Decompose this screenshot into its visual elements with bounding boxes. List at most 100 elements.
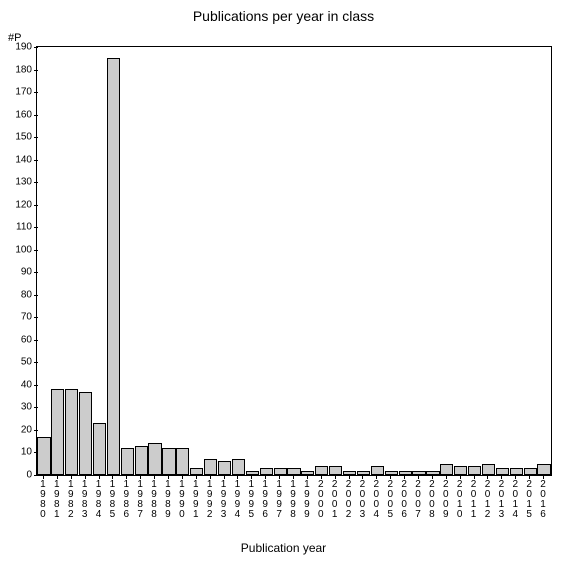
- bar: [454, 466, 467, 475]
- y-tick-label: 60: [0, 334, 32, 345]
- chart-container: Publications per year in class #P 010203…: [0, 0, 567, 567]
- bar: [315, 466, 328, 475]
- y-tick-label: 30: [0, 402, 32, 413]
- bar: [260, 468, 273, 475]
- x-tick-label: 1993: [217, 480, 231, 520]
- x-tick-label: 1998: [286, 480, 300, 520]
- x-tick-label: 1988: [147, 480, 161, 520]
- bar: [440, 464, 453, 475]
- bar: [107, 58, 120, 475]
- bar: [51, 389, 64, 475]
- x-tick-label: 1981: [50, 480, 64, 520]
- x-tick-label: 2012: [481, 480, 495, 520]
- x-tick-label: 2000: [314, 480, 328, 520]
- bar: [385, 471, 398, 476]
- bar: [232, 459, 245, 475]
- bar: [287, 468, 300, 475]
- x-tick-label: 1996: [258, 480, 272, 520]
- x-tick-label: 1995: [244, 480, 258, 520]
- x-tick-label: 2007: [411, 480, 425, 520]
- bar: [468, 466, 481, 475]
- x-tick-label: 2016: [536, 480, 550, 520]
- bar: [496, 468, 509, 475]
- x-tick-label: 2011: [467, 480, 481, 520]
- y-tick-label: 0: [0, 470, 32, 481]
- x-tick-label: 2008: [425, 480, 439, 520]
- bar: [37, 437, 50, 475]
- bar: [343, 471, 356, 476]
- x-tick-label: 2014: [508, 480, 522, 520]
- x-tick-label: 1991: [189, 480, 203, 520]
- bar: [162, 448, 175, 475]
- y-tick-label: 10: [0, 447, 32, 458]
- bar: [537, 464, 550, 475]
- y-tick-label: 90: [0, 267, 32, 278]
- y-tick-label: 20: [0, 424, 32, 435]
- x-tick-label: 1982: [64, 480, 78, 520]
- x-tick-label: 2015: [522, 480, 536, 520]
- x-tick-label: 2010: [453, 480, 467, 520]
- x-tick-label: 1986: [119, 480, 133, 520]
- x-tick-label: 1992: [203, 480, 217, 520]
- y-tick-label: 70: [0, 312, 32, 323]
- bar: [524, 468, 537, 475]
- x-tick-label: 1990: [175, 480, 189, 520]
- x-tick-label: 1980: [36, 480, 50, 520]
- bar: [274, 468, 287, 475]
- x-tick-label: 1984: [92, 480, 106, 520]
- bar: [482, 464, 495, 475]
- y-tick-label: 160: [0, 109, 32, 120]
- x-tick-label: 2009: [439, 480, 453, 520]
- y-tick-label: 80: [0, 289, 32, 300]
- x-tick-label: 2001: [328, 480, 342, 520]
- bars-group: [37, 47, 551, 475]
- y-tick-label: 140: [0, 154, 32, 165]
- x-tick-label: 1997: [272, 480, 286, 520]
- x-tick-label: 1985: [105, 480, 119, 520]
- bar: [135, 446, 148, 475]
- y-tick-label: 120: [0, 199, 32, 210]
- bar: [426, 471, 439, 476]
- y-tick-label: 50: [0, 357, 32, 368]
- bar: [371, 466, 384, 475]
- x-axis-labels: 1980198119821983198419851986198719881989…: [36, 478, 552, 528]
- plot-area: [36, 46, 552, 476]
- y-tick-label: 130: [0, 177, 32, 188]
- bar: [65, 389, 78, 475]
- y-tick-label: 100: [0, 244, 32, 255]
- bar: [399, 471, 412, 476]
- bar: [190, 468, 203, 475]
- y-tick-label: 110: [0, 222, 32, 233]
- x-tick-label: 1999: [300, 480, 314, 520]
- bar: [93, 423, 106, 475]
- y-tick-label: 180: [0, 64, 32, 75]
- x-tick-label: 2006: [397, 480, 411, 520]
- y-tick-label: 170: [0, 87, 32, 98]
- chart-title: Publications per year in class: [0, 8, 567, 24]
- y-axis-labels: 0102030405060708090100110120130140150160…: [0, 46, 34, 476]
- x-tick-label: 1994: [230, 480, 244, 520]
- bar: [204, 459, 217, 475]
- x-tick-label: 2004: [369, 480, 383, 520]
- x-tick-label: 1989: [161, 480, 175, 520]
- bar: [246, 471, 259, 476]
- y-tick-label: 190: [0, 42, 32, 53]
- x-tick-label: 2003: [356, 480, 370, 520]
- bar: [329, 466, 342, 475]
- x-tick-label: 2005: [383, 480, 397, 520]
- x-tick-label: 1983: [78, 480, 92, 520]
- bar: [79, 392, 92, 475]
- bar: [176, 448, 189, 475]
- bar: [121, 448, 134, 475]
- x-tick-label: 2013: [494, 480, 508, 520]
- y-tick-label: 40: [0, 379, 32, 390]
- bar: [510, 468, 523, 475]
- x-tick-label: 2002: [342, 480, 356, 520]
- bar: [218, 461, 231, 475]
- bar: [148, 443, 161, 475]
- y-tick-label: 150: [0, 132, 32, 143]
- bar: [412, 471, 425, 476]
- x-tick-label: 1987: [133, 480, 147, 520]
- bar: [357, 471, 370, 476]
- x-axis-title: Publication year: [0, 541, 567, 555]
